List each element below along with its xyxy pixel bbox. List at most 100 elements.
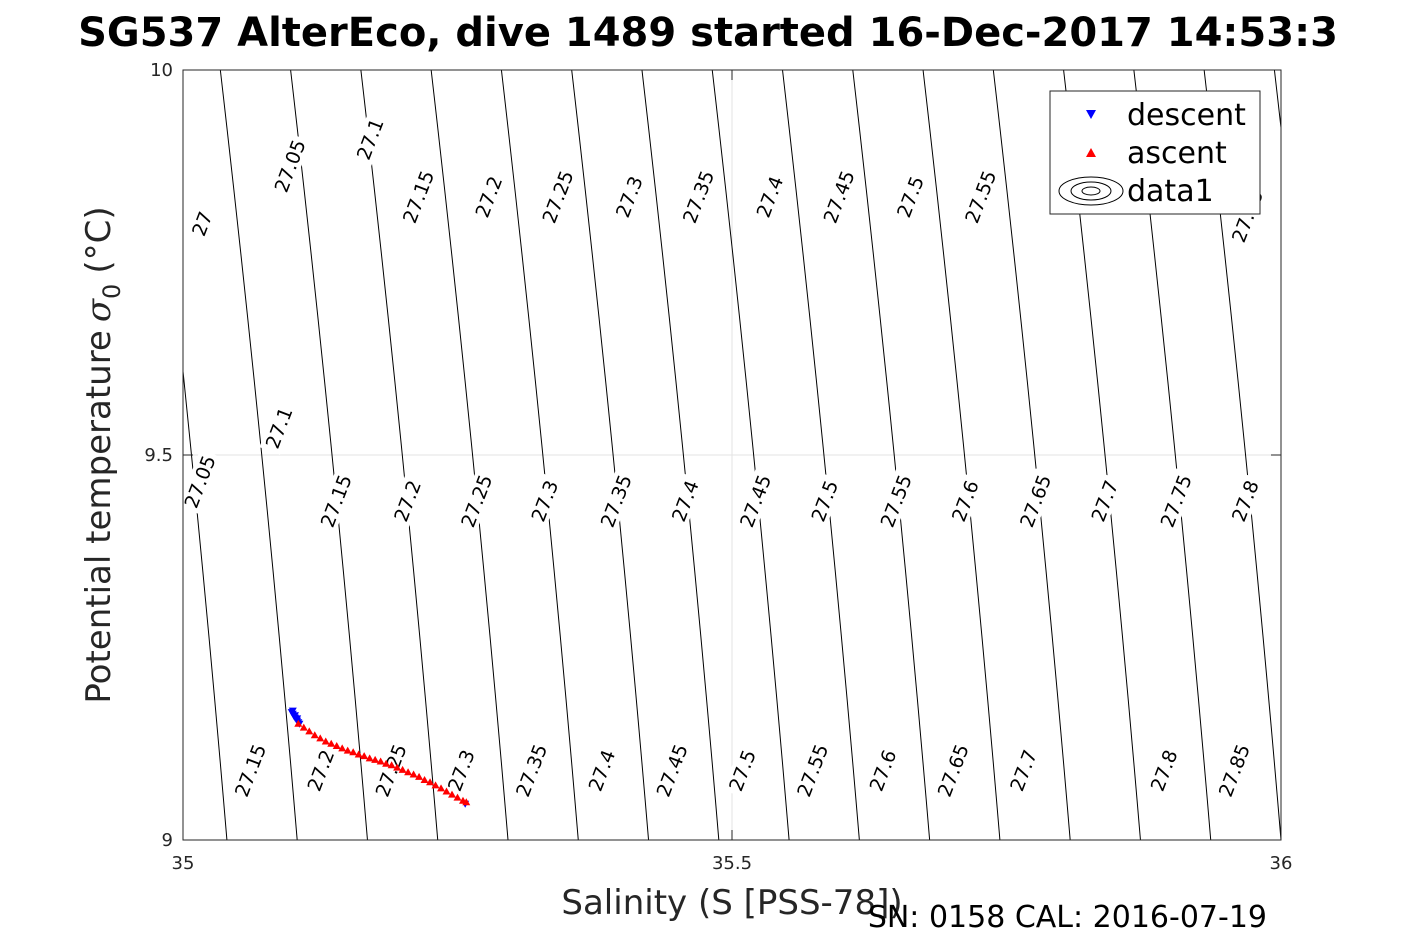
axis-ticks: 35 35.5 36 9 9.5 10 [144,60,1292,874]
series-ascent [294,719,471,806]
descent-point [293,715,302,723]
contour-label-bg [931,737,975,803]
y-tick-label: 9.5 [144,445,173,466]
x-tick-label: 36 [1270,853,1293,874]
density-contour-line [500,70,579,840]
legend-descent-marker [1086,110,1096,119]
ascent-point [316,734,325,742]
ascent-point [393,763,402,771]
ascent-point [382,759,391,767]
contour-label-bg [650,737,693,803]
ascent-point [462,798,471,806]
ascent-point [376,757,385,765]
density-contour-line [711,70,790,840]
contour-label-bg [441,743,481,798]
ascent-point [305,727,314,735]
contour-label-bg [1003,743,1043,798]
contour-label-bg [863,743,902,798]
x-tick-label: 35.5 [712,853,752,874]
y-axis-label-subscript: 0 [98,284,126,299]
footer-text: SN: 0158 CAL: 2016-07-19 [868,900,1267,935]
ascent-point [420,775,429,783]
ascent-point [442,787,451,795]
contour-label-bg [805,473,844,529]
contour-label-bg [536,164,579,230]
contour-label-bg [609,169,649,224]
contour-label-bg [734,468,777,534]
ascent-point [310,731,319,739]
ascent-point [354,750,363,758]
contour-label-bg [874,468,917,534]
density-contour-line [430,70,509,840]
ascent-point [371,755,380,763]
contour-label-bg [1144,743,1183,798]
legend-ascent-marker [1086,148,1096,157]
density-contour-line [641,70,720,840]
contour-label-bg [750,169,789,224]
contour-label-bg [1212,737,1256,803]
data-series [287,707,471,808]
legend: descent ascent data1 [1049,90,1261,215]
ascent-point [409,770,418,778]
ascent-point [365,754,374,762]
ascent-point [431,781,440,789]
legend-ascent-label: ascent [1127,136,1227,171]
legend-data1-label: data1 [1127,174,1214,209]
contour-label-bg [268,133,311,199]
contour-label-bg [791,737,834,803]
contour-label-bg [178,449,221,515]
contour-label-bg [186,206,218,241]
density-contour-line [922,70,1001,840]
ascent-point [437,784,446,792]
y-axis-label-main: Potential temperature [79,330,119,703]
density-contour-line [360,70,439,840]
ascent-point [360,752,369,760]
contour-label-bg [369,737,412,803]
y-axis-label-unit: (°C) [79,206,119,273]
contour-label-bg [228,737,272,803]
contour-label-bg [1014,468,1057,534]
contour-label-bg [817,164,860,230]
contour-label-bg [1154,468,1197,534]
contour-label-bg [1225,473,1265,529]
ascent-point [453,793,462,801]
contour-label-bg [1085,473,1124,529]
density-contour-line [852,70,931,840]
y-tick-label: 10 [150,60,173,81]
ascent-point [426,778,435,786]
contour-label-bg [259,400,298,455]
density-contour-line [571,70,650,840]
contour-label-bg [396,164,440,230]
density-contour-line [992,70,1071,840]
contour-label-bg [890,169,930,224]
contour-label-bg [665,473,705,529]
descent-point [288,707,297,715]
ascent-point [321,737,330,745]
ascent-point [349,748,358,756]
ascent-point [448,790,457,798]
contour-label-bg [314,468,357,534]
x-axis-label: Salinity (S [PSS-78]) [561,883,902,923]
contour-label-bg [945,473,985,529]
ascent-point [338,744,347,752]
ascent-point [332,742,341,750]
ascent-point [299,723,308,731]
ascent-point [404,768,413,776]
contour-label-bg [582,743,621,798]
contour-label-bg [301,743,340,798]
ascent-point [327,739,336,747]
density-contour-line [782,70,860,840]
density-contour-line [219,70,298,840]
legend-data1-contour-icon [1058,176,1124,206]
contour-label-bg [959,164,1002,230]
contour-label-bg [510,737,553,803]
y-axis-label-symbol: σ [79,298,119,322]
contour-label-bg [525,473,564,529]
contour-label-bg [469,169,508,224]
density-contour-line [290,70,368,840]
ascent-point [343,746,352,754]
contour-label-bg [387,473,427,529]
ascent-point [387,761,396,769]
ascent-point [398,765,407,773]
